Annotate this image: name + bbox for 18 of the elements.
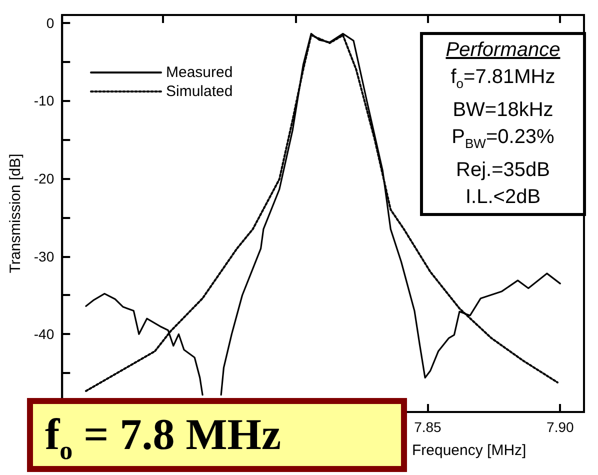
annotation: P$_{BW}$=0.23% bbox=[450, 125, 556, 153]
x-tick-label: 7.90 bbox=[546, 419, 574, 435]
y-tick-label: 0 bbox=[46, 14, 54, 31]
annotation: I.L.<2dB bbox=[464, 185, 542, 210]
highlight-box: f$_{o}$ = 7.8 MHz bbox=[27, 398, 407, 472]
annotation: Rej.=35dB bbox=[455, 158, 551, 183]
legend-label: Measured bbox=[166, 64, 233, 81]
y-tick-label: -40 bbox=[34, 326, 54, 342]
annotation: Performance bbox=[444, 38, 562, 63]
y-axis-title: Transmission [dB] bbox=[7, 154, 24, 274]
x-tick-label: 7.85 bbox=[414, 419, 442, 435]
annotation: BW=18kHz bbox=[452, 98, 554, 123]
legend-label: Simulated bbox=[166, 83, 233, 100]
x-axis-title: Frequency [MHz] bbox=[412, 442, 526, 459]
y-tick-label: -30 bbox=[34, 248, 54, 264]
y-tick-label: -10 bbox=[34, 92, 54, 109]
y-tick-label: -20 bbox=[34, 170, 54, 186]
annotation: f$_{o}$=7.81MHz bbox=[450, 65, 556, 93]
